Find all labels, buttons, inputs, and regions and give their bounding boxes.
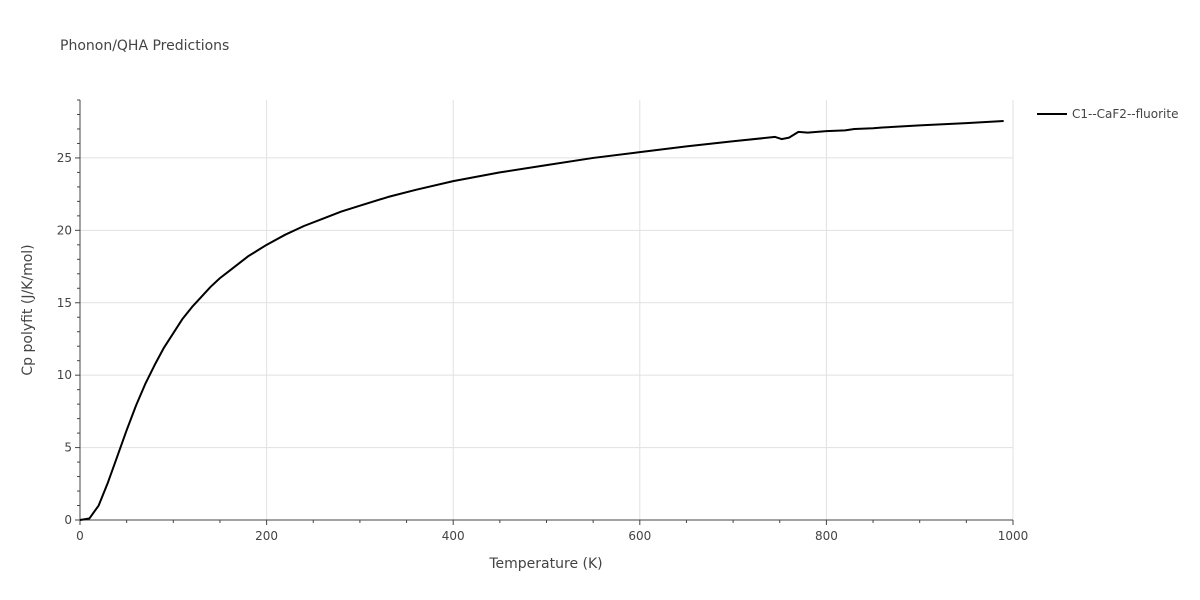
y-axis-title: Cp polyfit (J/K/mol)	[20, 244, 36, 375]
y-tick-label: 20	[57, 223, 72, 237]
series-line-1	[79, 120, 1004, 521]
y-tick-label: 25	[57, 151, 72, 165]
x-tick-label: 400	[442, 529, 465, 543]
x-tick-label: 0	[76, 529, 84, 543]
axes	[75, 99, 1014, 525]
x-tick-label: 600	[628, 529, 651, 543]
series-layer	[79, 120, 1004, 521]
legend-label: C1--CaF2--fluorite	[1072, 107, 1178, 121]
y-tick-label: 15	[57, 296, 72, 310]
y-tick-label: 0	[64, 513, 72, 527]
x-tick-label: 200	[255, 529, 278, 543]
legend[interactable]: C1--CaF2--fluorite	[1037, 107, 1178, 121]
x-tick-label: 800	[815, 529, 838, 543]
x-axis-title: Temperature (K)	[488, 556, 602, 572]
chart-title: Phonon/QHA Predictions	[60, 38, 229, 54]
x-tick-label: 1000	[998, 529, 1029, 543]
grid-lines	[80, 100, 1014, 520]
tick-labels: 0 200 400 600 800 1000 0 5 10 15 20 25	[57, 151, 1029, 543]
y-tick-label: 10	[57, 368, 72, 382]
y-tick-label: 5	[64, 441, 72, 455]
